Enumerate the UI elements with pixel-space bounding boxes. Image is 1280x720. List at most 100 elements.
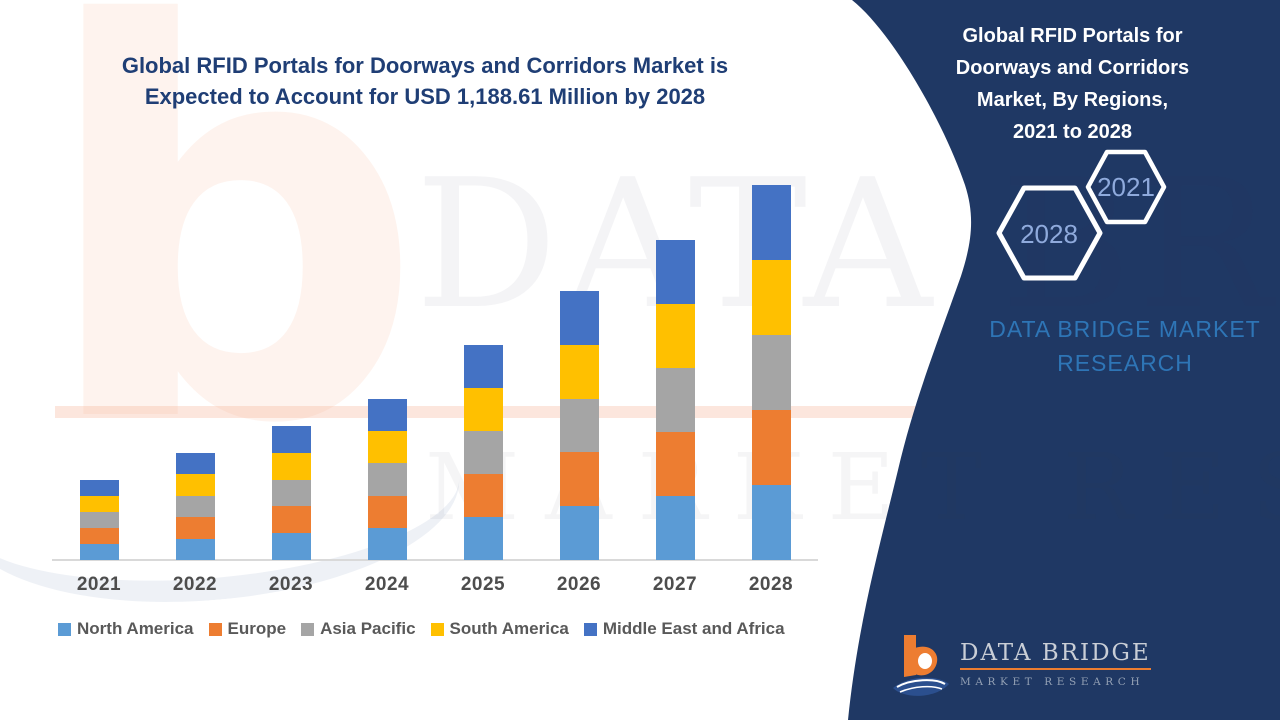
x-axis-label-2025: 2025 [460, 574, 506, 595]
bar-segment-europe [175, 517, 215, 539]
legend-item-north-america: North America [58, 619, 194, 639]
bar-segment-europe [655, 432, 695, 496]
page-title-line1: Global RFID Portals for Doorways and Cor… [121, 53, 729, 78]
x-axis-label-2022: 2022 [172, 574, 218, 595]
bar-segment-asia-pacific [271, 479, 311, 507]
bar-segment-asia-pacific [367, 463, 407, 496]
legend-swatch [583, 622, 597, 636]
bar-segment-middle-east-and-africa [271, 426, 311, 453]
bar-segment-south-america [367, 431, 407, 464]
bar-2023 [271, 426, 311, 560]
bar-segment-south-america [271, 452, 311, 480]
legend-item-middle-east-and-africa: Middle East and Africa [583, 619, 785, 639]
x-axis-label-2028: 2028 [748, 574, 794, 595]
panel-title-line1: Global RFID Portals for [962, 25, 1183, 47]
bar-2027 [655, 240, 695, 560]
bar-segment-south-america [79, 496, 119, 512]
bar-segment-asia-pacific [463, 431, 503, 474]
legend-label: Europe [227, 619, 287, 638]
bar-segment-europe [79, 528, 119, 544]
bar-2026 [559, 291, 599, 560]
bar-2028 [751, 185, 791, 560]
panel-title-line2: Doorways and Corridors [955, 57, 1190, 79]
bar-segment-asia-pacific [655, 368, 695, 432]
legend-item-europe: Europe [208, 619, 287, 639]
bar-segment-europe [463, 474, 503, 517]
bar-segment-middle-east-and-africa [655, 240, 695, 304]
bar-segment-europe [751, 410, 791, 485]
bar-segment-north-america [559, 506, 599, 560]
page-title: Global RFID Portals for Doorways and Cor… [30, 50, 820, 112]
bar-segment-asia-pacific [175, 495, 215, 518]
legend-label: Asia Pacific [320, 619, 416, 638]
bar-segment-north-america [271, 533, 311, 560]
x-axis-line [52, 559, 818, 561]
legend-swatch [208, 622, 222, 636]
bar-segment-north-america [463, 517, 503, 560]
bar-segment-europe [367, 495, 407, 528]
bar-segment-south-america [463, 388, 503, 431]
bar-segment-south-america [559, 344, 599, 399]
panel-brand-text: DATA BRIDGE MARKET RESEARCH [955, 312, 1280, 380]
logo-text: DATA BRIDGE MARKET RESEARCH [960, 633, 1151, 688]
chart-legend: North America Europe Asia Pacific South Ame… [58, 619, 785, 639]
logo-b-bowl-hole [918, 653, 932, 669]
company-logo: DATA BRIDGE MARKET RESEARCH [891, 633, 1151, 705]
bar-2022 [175, 453, 215, 560]
bar-2024 [367, 399, 407, 560]
bar-segment-north-america [175, 538, 215, 560]
panel-brand-line2: RESEARCH [1057, 350, 1193, 376]
logo-swoosh-line2 [899, 685, 943, 693]
bar-segment-south-america [175, 474, 215, 496]
side-panel-shape [848, 0, 1280, 720]
panel-title: Global RFID Portals for Doorways and Cor… [930, 20, 1215, 148]
logo-mark-icon [893, 635, 949, 696]
bar-segment-middle-east-and-africa [559, 291, 599, 345]
bar-segment-middle-east-and-africa [463, 345, 503, 388]
bar-segment-asia-pacific [79, 512, 119, 528]
bar-2021 [79, 480, 119, 560]
stacked-bar-chart: 2021 2022 2023 2024 2025 2026 2027 2028 [52, 185, 818, 595]
panel-title-line3: Market, By Regions, [976, 89, 1169, 111]
bar-segment-north-america [79, 544, 119, 560]
panel-brand-line1: DATA BRIDGE MARKET [989, 316, 1261, 342]
page-title-line2: Expected to Account for USD 1,188.61 Mil… [144, 84, 706, 109]
bar-segment-south-america [655, 304, 695, 368]
logo-brand-name: DATA BRIDGE [960, 640, 1151, 666]
bar-segment-north-america [655, 496, 695, 560]
bar-segment-north-america [367, 527, 407, 560]
legend-swatch [430, 622, 444, 636]
bar-segment-middle-east-and-africa [367, 399, 407, 432]
bar-segment-middle-east-and-africa [175, 453, 215, 475]
logo-subtitle: MARKET RESEARCH [960, 676, 1145, 688]
legend-swatch [58, 622, 71, 636]
legend-swatch [301, 622, 315, 636]
legend-item-south-america: South America [430, 619, 569, 639]
bar-segment-europe [271, 506, 311, 534]
x-axis-label-2021: 2021 [76, 574, 122, 595]
legend-label: South America [449, 619, 569, 638]
logo-swoosh-line1 [896, 679, 946, 688]
bar-2025 [463, 345, 503, 560]
bar-segment-middle-east-and-africa [79, 480, 119, 496]
bar-segment-europe [559, 452, 599, 507]
legend-label: Middle East and Africa [602, 619, 785, 638]
x-axis-label-2023: 2023 [268, 574, 314, 595]
x-axis-label-2024: 2024 [364, 574, 410, 595]
bar-segment-north-america [751, 485, 791, 560]
x-axis-label-2027: 2027 [652, 574, 698, 595]
legend-label: North America [77, 619, 194, 638]
logo-b-stem [904, 635, 916, 677]
legend-item-asia-pacific: Asia Pacific [301, 619, 416, 639]
bar-segment-middle-east-and-africa [751, 185, 791, 260]
pink-stripe-watermark [55, 406, 960, 418]
x-axis-label-2026: 2026 [556, 574, 602, 595]
bar-segment-asia-pacific [751, 335, 791, 410]
logo-underline [960, 668, 1151, 670]
bar-segment-south-america [751, 260, 791, 335]
bar-segment-asia-pacific [559, 398, 599, 453]
logo-letter-watermark: b [38, 0, 425, 542]
panel-title-line4: 2021 to 2028 [1013, 121, 1132, 143]
